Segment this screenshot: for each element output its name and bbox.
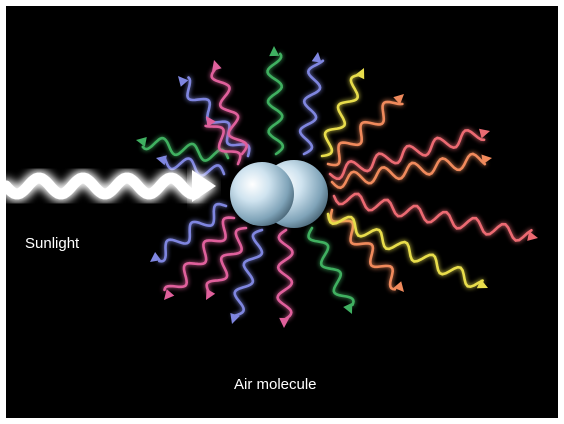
scattered-wave-blue: [156, 155, 226, 178]
scattered-wave-yellow: [326, 212, 488, 289]
scattered-wave-pink: [276, 228, 294, 328]
scattering-diagram: [6, 46, 538, 328]
wave-path: [329, 208, 397, 291]
scattered-wave-pink: [210, 60, 249, 156]
wave-arrowhead: [178, 76, 189, 87]
wave-arrowhead: [136, 137, 147, 147]
wave-arrowhead: [164, 289, 175, 300]
wave-path: [332, 192, 533, 242]
scattered-wave-red: [332, 192, 538, 242]
wave-path: [330, 152, 487, 190]
wave-path: [320, 73, 362, 158]
sunlight-arrowhead: [192, 170, 216, 202]
wave-arrowhead: [230, 313, 240, 324]
wave-path: [163, 216, 236, 292]
scattered-wave-blue: [150, 202, 228, 263]
wave-arrowhead: [343, 302, 353, 314]
wave-arrowhead: [393, 281, 404, 292]
wave-path: [326, 100, 404, 167]
wave-path: [326, 212, 484, 289]
wave-arrowhead: [206, 116, 216, 128]
wave-arrowhead: [355, 68, 365, 80]
wave-arrowhead: [481, 154, 492, 165]
scattered-wave-green: [136, 136, 230, 162]
air-molecule-label: Air molecule: [234, 376, 317, 393]
air-molecule: [230, 160, 328, 228]
scattered-wave-orange: [330, 152, 492, 190]
scattered-wave-pink: [163, 216, 236, 300]
wave-path: [328, 128, 486, 180]
diagram-canvas: Sunlight Air molecule: [6, 6, 558, 418]
wave-path: [158, 202, 228, 263]
wave-path: [205, 226, 248, 294]
scattered-wave-orange: [326, 94, 404, 167]
scattered-wave-red: [328, 128, 490, 180]
wave-arrowhead: [479, 128, 490, 139]
incoming-sunlight-wave: [6, 170, 216, 202]
wave-arrowhead: [311, 52, 322, 63]
wave-path: [298, 59, 325, 156]
wave-arrowhead: [527, 231, 538, 241]
wave-path: [210, 66, 249, 156]
wave-path: [163, 155, 226, 178]
scattered-wave-blue: [298, 52, 325, 156]
scattered-wave-pink: [205, 226, 248, 300]
scattered-light-waves: [136, 46, 538, 328]
wave-path: [232, 228, 264, 318]
sunlight-label: Sunlight: [25, 235, 80, 252]
wave-path: [276, 228, 294, 322]
wave-arrowhead: [476, 279, 488, 289]
scattered-wave-yellow: [320, 68, 365, 158]
scattered-wave-pink: [204, 116, 242, 166]
scattered-wave-orange: [329, 208, 404, 292]
scattered-wave-green: [307, 226, 355, 314]
wave-arrowhead: [212, 60, 222, 71]
scattered-wave-blue: [230, 228, 264, 324]
wave-arrowhead: [269, 46, 280, 57]
wave-arrowhead: [156, 155, 167, 166]
molecule-atom-left: [230, 162, 294, 226]
scattered-wave-green: [266, 46, 285, 156]
wave-arrowhead: [206, 288, 216, 300]
wave-path: [204, 124, 242, 166]
sunlight-wave-path: [6, 172, 202, 200]
wave-arrowhead: [279, 317, 290, 328]
wave-arrowhead: [393, 94, 404, 105]
wave-path: [141, 136, 230, 162]
wave-path: [307, 226, 355, 307]
wave-path: [266, 52, 285, 156]
wave-arrowhead: [150, 252, 161, 262]
